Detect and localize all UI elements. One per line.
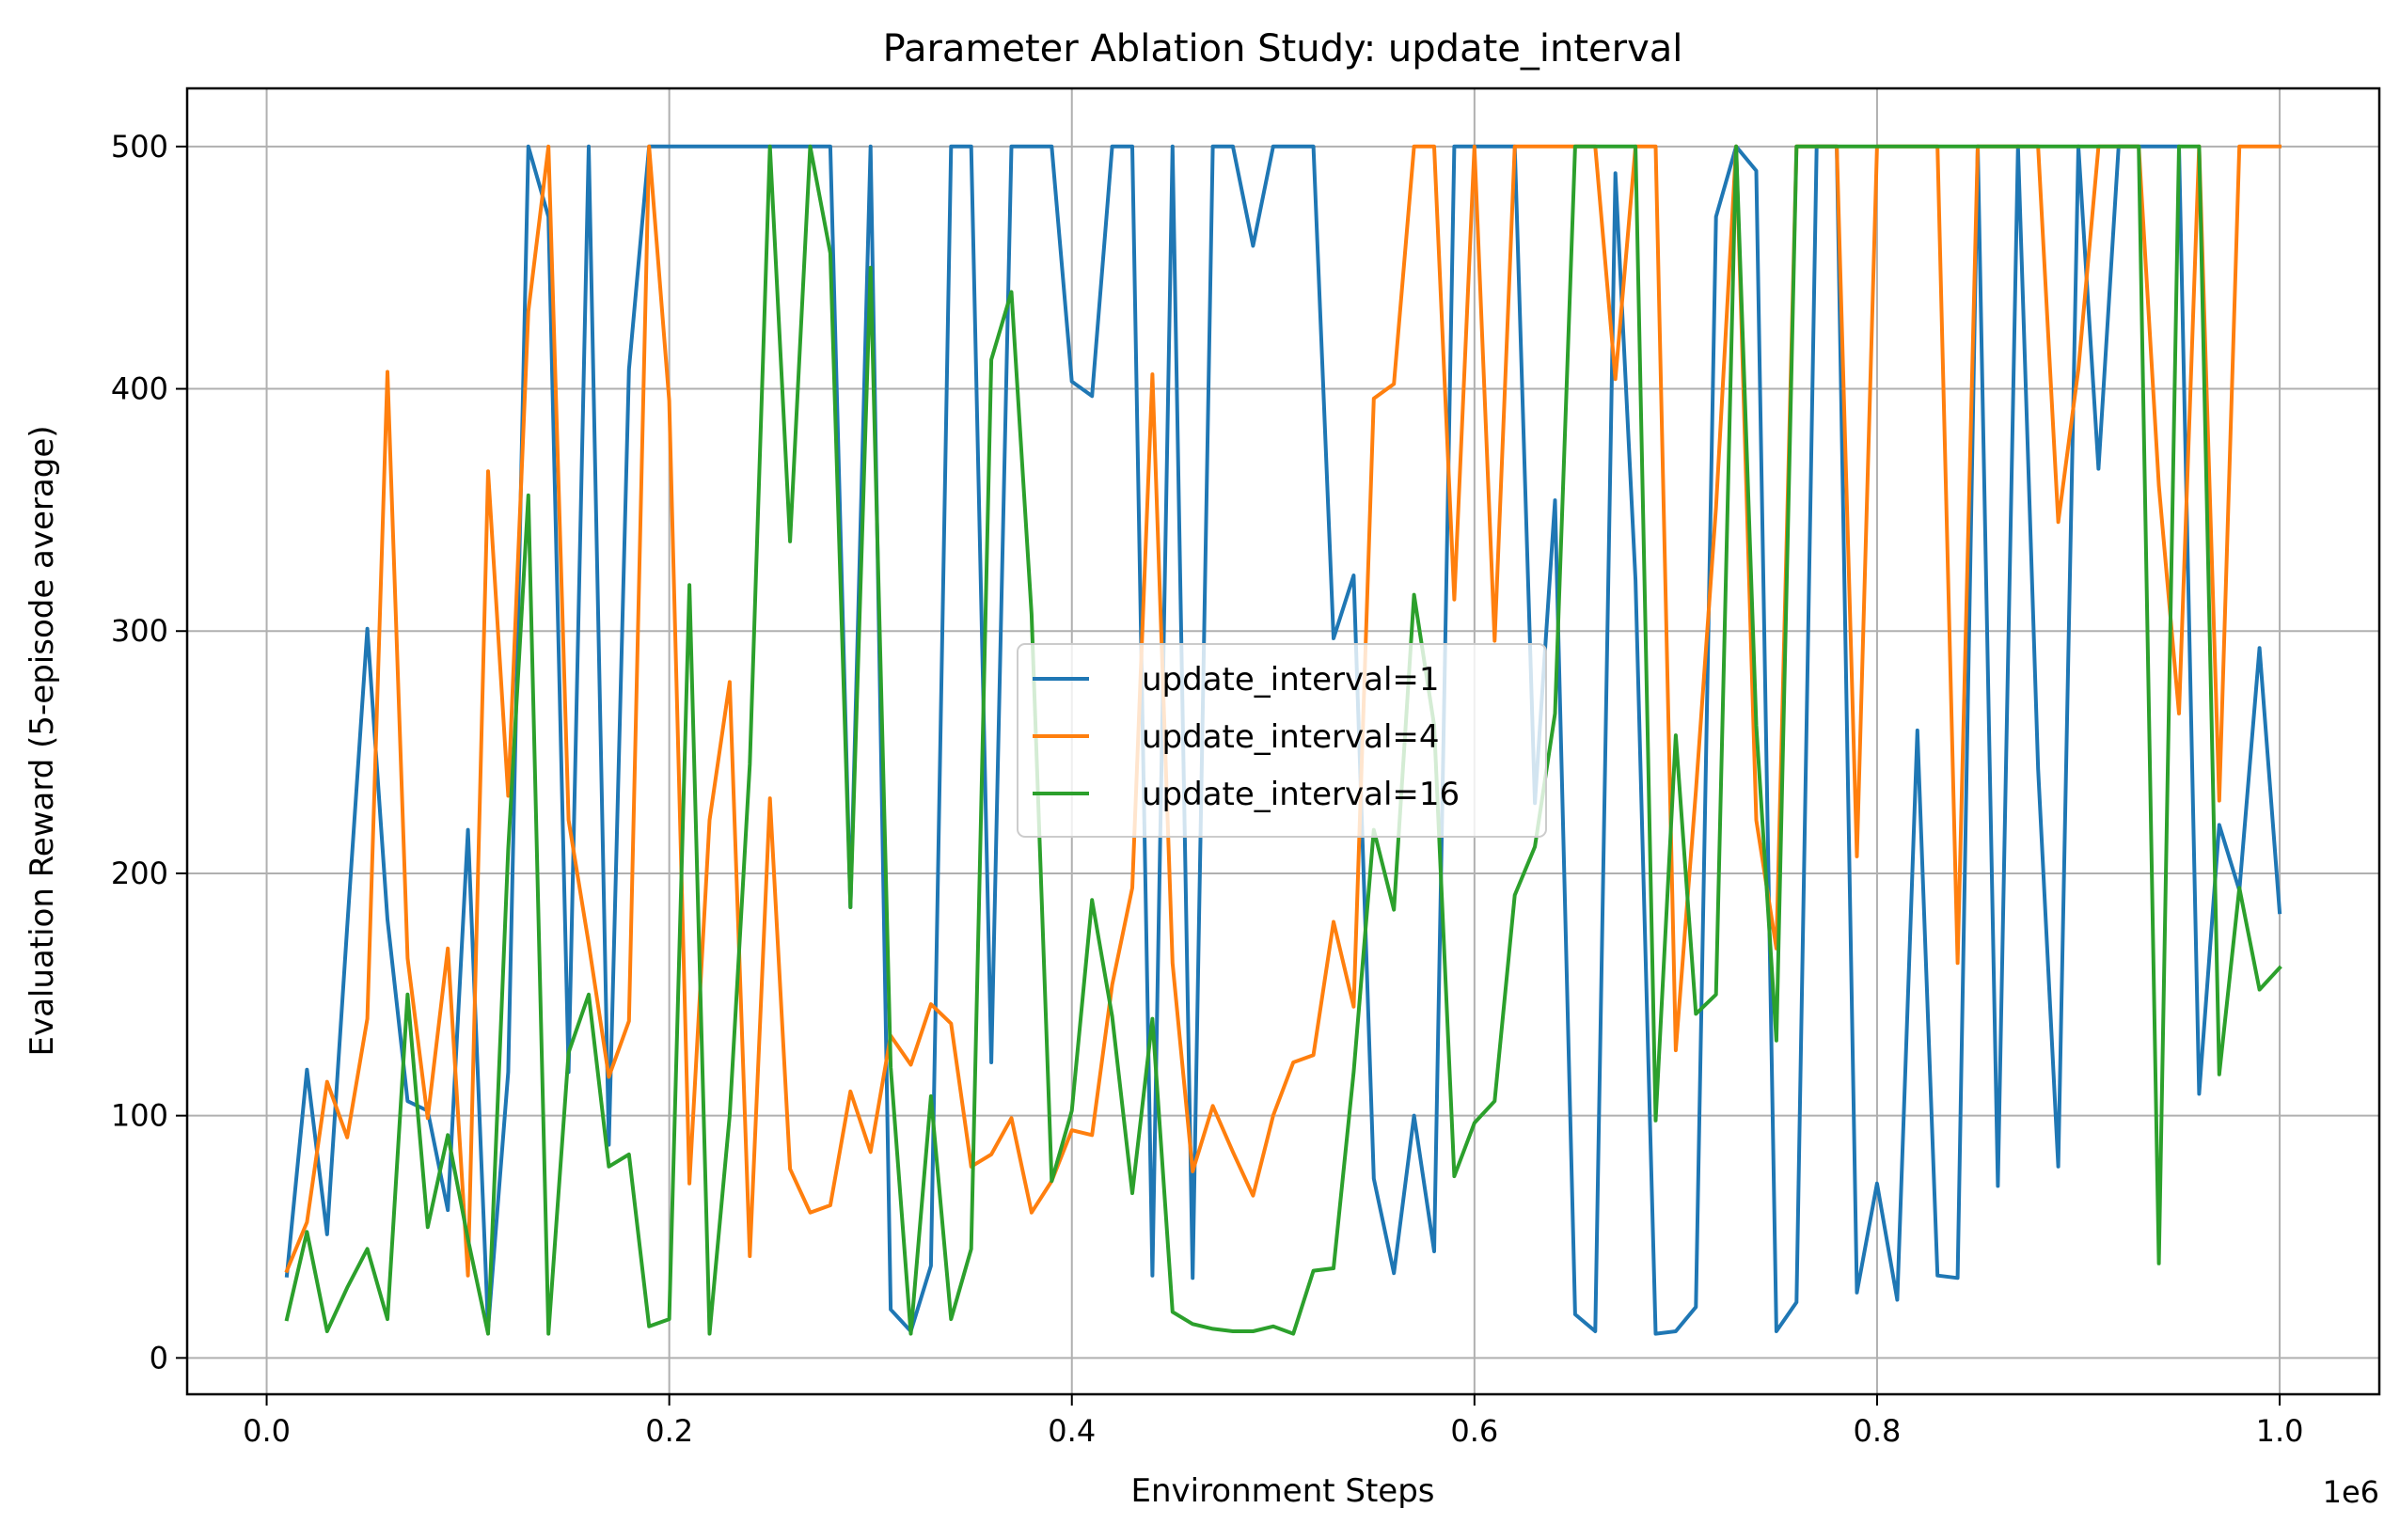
chart-title: Parameter Ablation Study: update_interva…	[883, 27, 1683, 71]
y-axis-label: Evaluation Reward (5-episode average)	[24, 425, 61, 1056]
legend-box	[1017, 643, 1547, 838]
y-tick-label: 500	[111, 129, 168, 165]
x-tick-label: 0.4	[1048, 1413, 1096, 1449]
series-line-3	[284, 144, 2282, 1336]
x-axis-label: Environment Steps	[1130, 1472, 1434, 1510]
x-tick-label: 1.0	[2256, 1413, 2304, 1449]
legend-label-2: update_interval=4	[1142, 718, 1440, 756]
plot-frame	[185, 86, 2381, 1396]
y-tick-label: 200	[111, 856, 168, 891]
series-layer	[284, 144, 2282, 1336]
series-line-1	[284, 144, 2282, 1336]
x-axis-offset-label: 1e6	[2323, 1474, 2379, 1510]
y-tick-label: 0	[150, 1340, 168, 1375]
y-tick-label: 300	[111, 613, 168, 649]
legend-label-1: update_interval=1	[1142, 661, 1440, 699]
x-tick-label: 0.8	[1854, 1413, 1902, 1449]
y-tick-label: 400	[111, 371, 168, 407]
legend-label-3: update_interval=16	[1142, 776, 1460, 813]
ticks: 0.0 0.2 0.4 0.6 0.8 1.0 0 100 200 300 400 500	[111, 129, 2304, 1449]
x-tick-label: 0.0	[243, 1413, 291, 1449]
series-line-2	[284, 144, 2282, 1278]
y-tick-label: 100	[111, 1098, 168, 1134]
legend: update_interval=1 update_interval=4update…	[1017, 643, 1547, 838]
x-tick-label: 0.2	[645, 1413, 693, 1449]
x-tick-label: 0.6	[1450, 1413, 1498, 1449]
